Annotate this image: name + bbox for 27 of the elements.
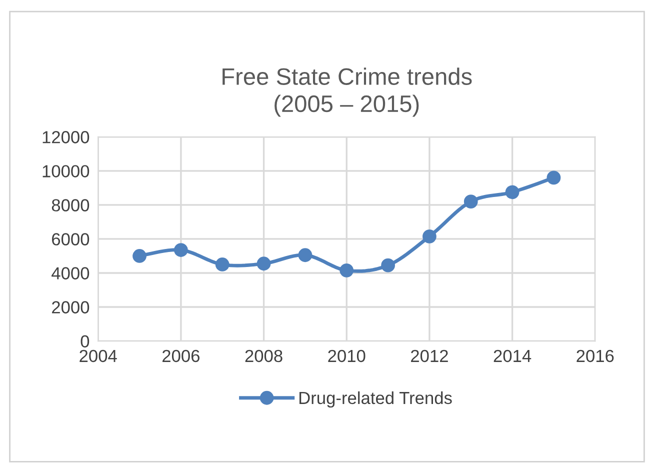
x-tick-label: 2010 xyxy=(328,350,366,362)
y-tick-label: 4000 xyxy=(52,267,90,280)
y-tick-label: 10000 xyxy=(42,165,90,178)
point xyxy=(422,229,436,244)
y-tick-label: 6000 xyxy=(52,233,90,246)
point xyxy=(505,185,520,200)
x-tick-label: 2014 xyxy=(494,350,532,362)
y-tick-label: 2000 xyxy=(52,301,90,314)
point xyxy=(132,249,146,263)
point xyxy=(464,194,478,208)
point xyxy=(256,256,271,271)
chart-title: Free State Crime trends (2005 – 2015) xyxy=(222,68,472,117)
y-tick-label: 8000 xyxy=(52,199,90,212)
point xyxy=(546,170,561,185)
x-tick-label: 2006 xyxy=(162,350,200,362)
x-tick-label: 2008 xyxy=(245,350,282,362)
legend-label: Drug-related Trends xyxy=(300,391,452,408)
x-tick-label: 2004 xyxy=(80,350,117,362)
point xyxy=(215,258,230,272)
point xyxy=(340,263,354,278)
point xyxy=(381,258,395,272)
x-tick-label: 2012 xyxy=(411,350,448,362)
x-tick-label: 2016 xyxy=(576,350,614,362)
y-tick-label: 12000 xyxy=(42,131,90,144)
point xyxy=(298,248,312,262)
point xyxy=(174,243,188,257)
y-tick-label: 0 xyxy=(80,335,90,348)
